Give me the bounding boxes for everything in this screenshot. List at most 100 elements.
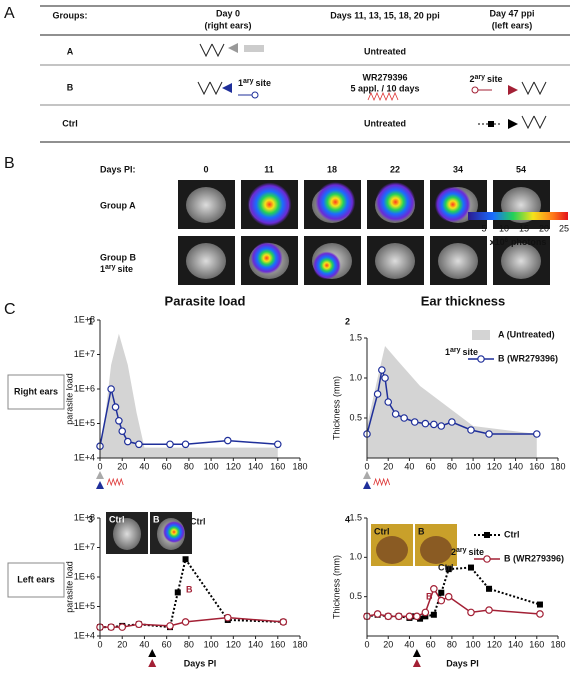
- point: [107, 385, 115, 393]
- y-tick-label: 1.5: [349, 332, 362, 342]
- prefix-word: site: [468, 547, 484, 557]
- y-tick-label: 1E+5: [74, 418, 95, 428]
- site-num: 1: [100, 264, 105, 274]
- panel-number: 2: [345, 316, 350, 326]
- regimen: 5 appl. / 10 days: [350, 83, 419, 93]
- x-tick-label: 20: [383, 461, 393, 471]
- arrow-icon: [508, 85, 518, 95]
- point: [417, 615, 424, 622]
- point: [448, 418, 456, 426]
- y-tick-label: 1.5: [349, 512, 362, 522]
- point: [430, 420, 438, 429]
- point: [273, 440, 282, 449]
- series-label: Ctrl: [438, 562, 454, 572]
- line: [100, 556, 284, 629]
- header: Day 0: [216, 8, 240, 18]
- day-label: 54: [516, 164, 526, 174]
- section-title: Parasite load: [165, 293, 246, 308]
- point: [467, 564, 474, 571]
- site-num: 1: [238, 78, 243, 88]
- site-word: site: [487, 74, 503, 84]
- legend-label: Ctrl: [504, 529, 520, 539]
- point: [384, 398, 393, 406]
- area: [367, 346, 537, 458]
- chart: 2 0.5 1.0 1.5 0 20 40 60 80 100 120 140 160 180 Thickn…: [331, 316, 566, 489]
- legend-prefix: 2ary site: [451, 547, 484, 558]
- signal: [315, 182, 356, 223]
- inset-label: B: [153, 514, 160, 524]
- legend-swatch: [472, 330, 490, 340]
- arrow-icon: [222, 83, 232, 93]
- y-tick-label: 1E+8: [74, 512, 95, 522]
- site-sup: ary: [105, 264, 116, 271]
- point: [536, 601, 543, 608]
- y-tick-label: 0.5: [349, 591, 362, 601]
- inset-signal: [163, 521, 185, 543]
- charts: 11E+41E+51E+61E+71E+80 20 40 60 80 100 120 140 1…: [64, 314, 565, 668]
- colorbar: [468, 212, 568, 220]
- y-axis-label: Thickness (mm): [331, 555, 341, 619]
- colorbar-tick: 10: [499, 223, 509, 233]
- legend-label: A (Untreated): [498, 329, 555, 339]
- unit-exp: 6: [505, 238, 509, 244]
- day-marker: [96, 471, 104, 479]
- point: [421, 419, 430, 428]
- point: [135, 440, 143, 449]
- ear: [186, 187, 226, 223]
- row-box: [7, 562, 65, 598]
- ear-icon: [199, 43, 225, 58]
- x-tick-label: 100: [204, 639, 219, 649]
- inset-label: B: [418, 526, 425, 536]
- colorbar-ticks: 5 10 15 20 25: [481, 223, 569, 233]
- legend-marker: [484, 532, 490, 538]
- x-tick-label: 100: [204, 461, 219, 471]
- application-marker: [373, 477, 391, 487]
- x-tick-label: 80: [447, 461, 457, 471]
- x-tick-label: 160: [529, 461, 544, 471]
- point: [410, 418, 419, 426]
- x-tick-label: 120: [487, 639, 502, 649]
- y-tick-label: 1E+4: [74, 630, 95, 640]
- x-tick-label: 60: [426, 461, 436, 471]
- point: [536, 610, 544, 618]
- x-tick-label: 160: [270, 639, 285, 649]
- point: [405, 612, 414, 621]
- x-tick-label: 20: [383, 639, 393, 649]
- days-label: Days PI:: [100, 164, 136, 174]
- prefix-sup: ary: [450, 347, 461, 354]
- legend-prefix: 1ary site: [445, 347, 478, 358]
- x-tick-label: 180: [550, 461, 565, 471]
- colorbar-tick: 15: [519, 223, 529, 233]
- row-box: [7, 374, 65, 410]
- x-tick-label: 40: [139, 461, 149, 471]
- point: [430, 611, 437, 618]
- x-tick-label: 20: [117, 461, 127, 471]
- treatment: WR279396: [362, 72, 407, 82]
- group: Ctrl: [62, 118, 78, 128]
- series-label: B: [426, 591, 433, 601]
- day-marker: [148, 659, 157, 667]
- point: [384, 612, 393, 621]
- point: [445, 566, 452, 573]
- signal: [247, 182, 292, 227]
- legend-label: B (WR279396): [498, 353, 558, 363]
- point: [532, 430, 541, 438]
- x-tick-label: 60: [162, 461, 172, 471]
- x-tick-label: 160: [529, 639, 544, 649]
- day-marker: [363, 481, 371, 489]
- site-sup: ary: [474, 74, 485, 81]
- point: [430, 584, 438, 593]
- inset-ear: [113, 518, 141, 550]
- x-tick-label: 80: [184, 461, 194, 471]
- row-label: Group B: [100, 252, 136, 262]
- point: [181, 618, 190, 626]
- point: [373, 610, 382, 618]
- x-tick-label: 20: [117, 639, 127, 649]
- prefix-word: site: [462, 347, 478, 357]
- point: [467, 608, 475, 617]
- point: [486, 585, 493, 592]
- point: [378, 366, 386, 374]
- arrow-icon: [508, 119, 518, 129]
- colorbar-tick: 20: [539, 223, 549, 233]
